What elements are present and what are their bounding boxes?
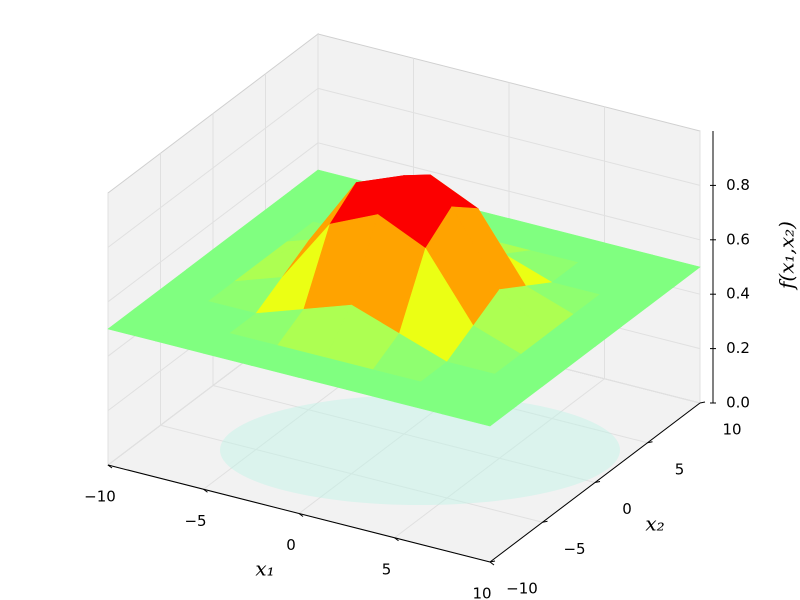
x2-axis-label: x₂ (645, 512, 664, 536)
x2-tick-label: −5 (563, 540, 585, 558)
surface-patch (441, 393, 517, 427)
z-axis-label: f(x₁,x₂) (775, 221, 799, 291)
surface (107, 169, 701, 427)
z-tick-label: 0.8 (726, 176, 750, 194)
x2-axis (489, 402, 701, 563)
grid-line (317, 87, 701, 186)
grid-line (160, 424, 543, 523)
x2-tick-label: 0 (622, 500, 632, 518)
x1-tick-label: −10 (84, 488, 116, 506)
grid-line (212, 385, 596, 483)
x2-tick-label: 5 (675, 460, 685, 478)
grid-line (107, 142, 319, 303)
z-tick-label: 0.6 (726, 230, 750, 248)
x2-tick-label: −10 (506, 580, 538, 598)
x1-axis-label: x₁ (255, 557, 274, 581)
grid-line (107, 88, 319, 248)
x1-axis (107, 464, 491, 563)
x1-tick-label: 5 (382, 560, 392, 578)
z-tick-label: 0.0 (726, 394, 750, 412)
x1-tick-label: −5 (184, 512, 206, 530)
grid-line (317, 142, 701, 241)
tick-mark (699, 401, 706, 404)
x2-tick-label: 10 (722, 421, 741, 439)
tick-mark (489, 561, 495, 566)
x1-tick-label: 10 (472, 585, 491, 600)
contour-shadow (220, 395, 620, 505)
z-tick-label: 0.4 (726, 285, 750, 303)
x1-tick-label: 0 (286, 536, 296, 554)
z-tick-label: 0.2 (726, 339, 750, 357)
